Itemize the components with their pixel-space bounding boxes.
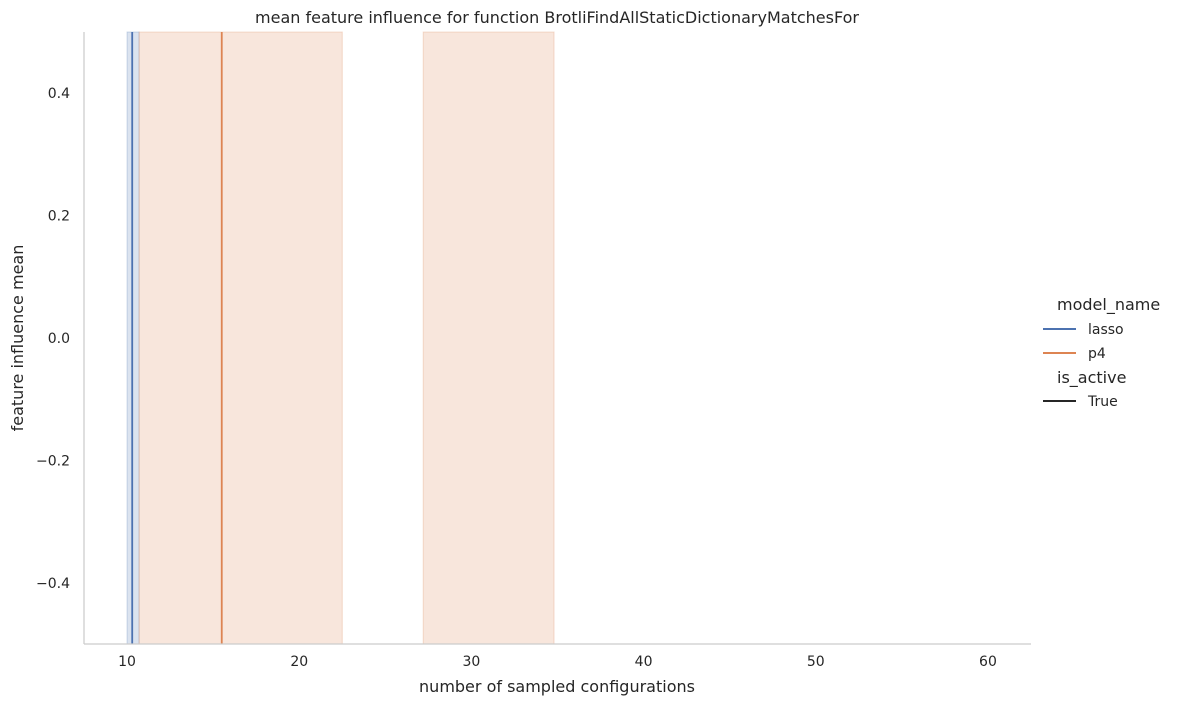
x-tick-label: 30 [462,654,480,670]
x-tick-label: 60 [979,654,997,670]
x-tick-label: 20 [290,654,308,670]
y-tick-label: −0.4 [36,576,70,592]
y-tick-label: −0.2 [36,453,70,469]
legend-label-true: True [1087,394,1118,410]
x-axis-label: number of sampled configurations [419,677,695,696]
y-ticks: −0.4 −0.2 0.0 0.2 0.4 [36,86,70,592]
x-tick-label: 10 [118,654,136,670]
chart-title: mean feature influence for function Brot… [255,8,859,27]
legend: model_name lasso p4 is_active True [1043,295,1160,410]
legend-label-lasso: lasso [1088,322,1124,338]
x-tick-label: 40 [635,654,653,670]
y-tick-label: 0.0 [48,331,70,347]
y-axis-label: feature influence mean [8,245,27,432]
ci-band-p4-1 [422,31,555,645]
ci-band-p4-0 [138,31,343,645]
confidence-bands [126,31,555,645]
legend-label-p4: p4 [1088,346,1106,362]
y-tick-label: 0.4 [48,86,70,102]
legend-title-is-active: is_active [1057,368,1126,388]
x-ticks: 10 20 30 40 50 60 [118,654,997,670]
legend-title-model-name: model_name [1057,295,1160,315]
x-tick-label: 50 [807,654,825,670]
y-tick-label: 0.2 [48,209,70,225]
series-lines [131,32,223,644]
